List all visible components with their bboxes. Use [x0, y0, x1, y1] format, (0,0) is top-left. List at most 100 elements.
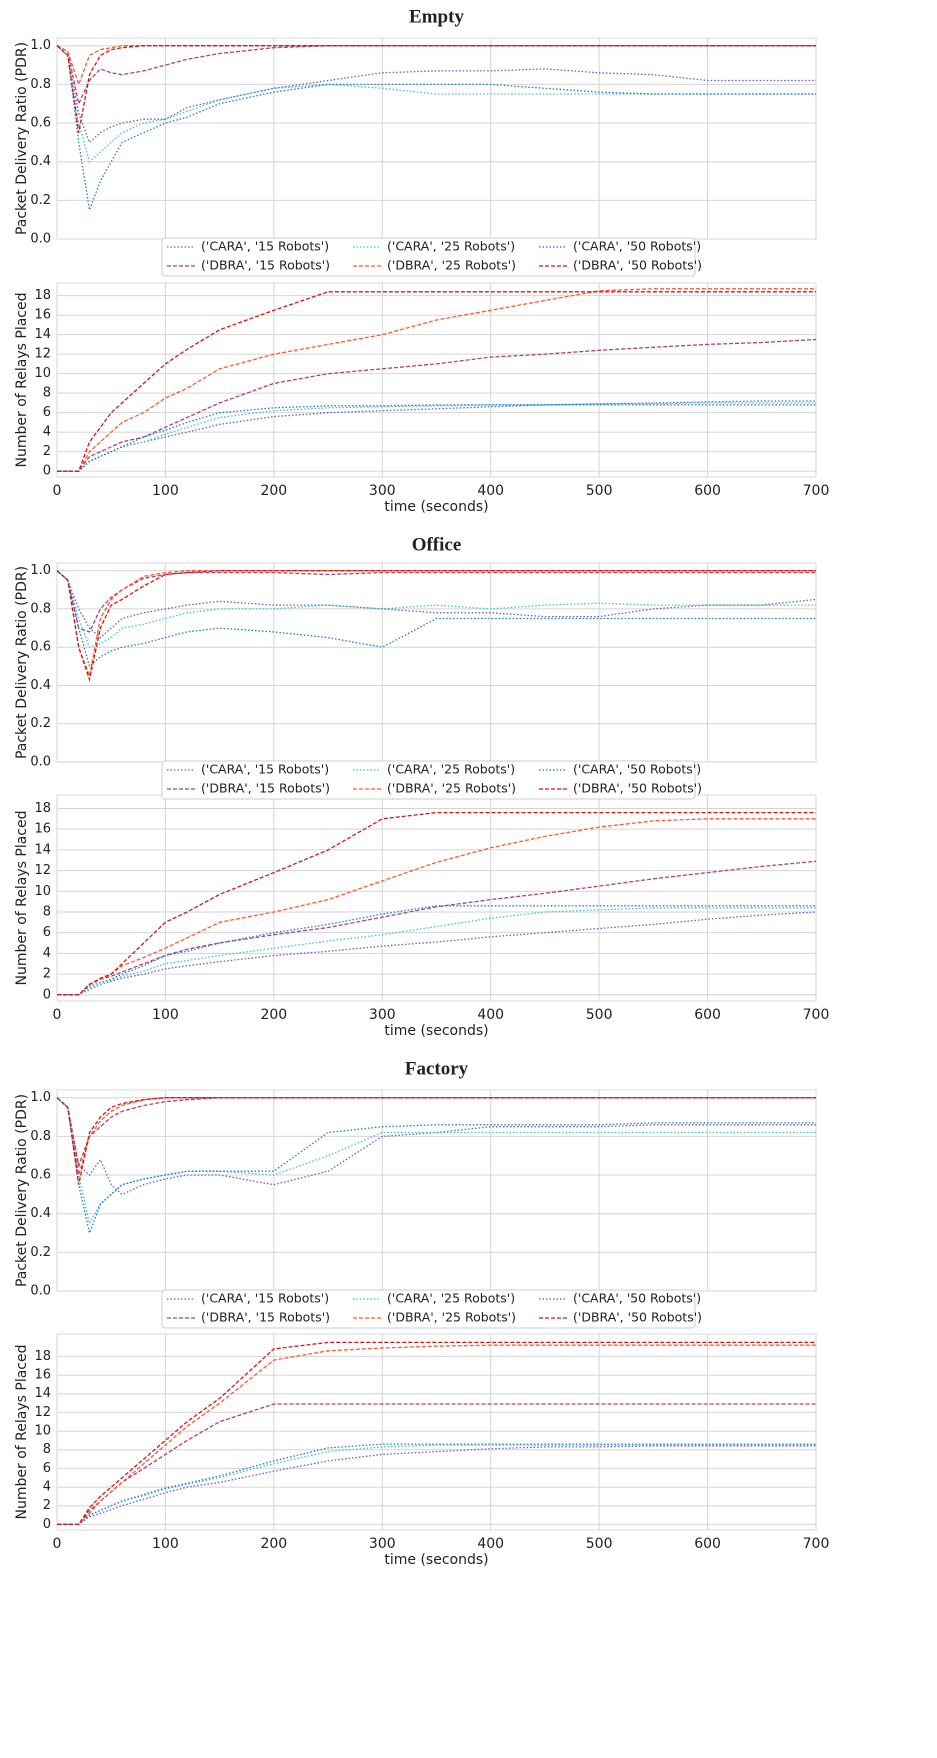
x-tick-label: 500: [586, 1007, 613, 1023]
x-axis-label: time (seconds): [384, 499, 488, 515]
y-tick-label: 0.4: [30, 1206, 51, 1221]
series-line: [56, 1097, 816, 1226]
y-tick-label: 1.0: [30, 563, 51, 578]
plot-area: [56, 794, 817, 1002]
legend-label: ('CARA', '50 Robots'): [573, 239, 701, 254]
x-tick-label: 100: [152, 1536, 179, 1552]
y-tick-label: 0.6: [30, 116, 51, 131]
legend-label: ('CARA', '50 Robots'): [573, 1291, 701, 1306]
legend-label: ('CARA', '15 Robots'): [201, 1291, 329, 1306]
y-tick-label: 0.2: [30, 716, 51, 731]
legend-label: ('DBRA', '25 Robots'): [387, 781, 516, 796]
series-line: [57, 1445, 816, 1526]
legend-label: ('CARA', '50 Robots'): [573, 762, 701, 777]
y-tick-label: 0.8: [30, 1129, 51, 1144]
x-tick-label: 100: [152, 1007, 179, 1023]
x-tick-label: 500: [586, 483, 613, 499]
series-line: [56, 45, 816, 213]
series-line: [57, 1443, 816, 1526]
y-tick-label: 8: [43, 386, 51, 401]
series-line: [56, 1097, 816, 1236]
series-line: [56, 570, 817, 639]
chart-title: Office: [412, 534, 462, 555]
x-axis-label: time (seconds): [384, 1552, 488, 1568]
x-tick-label: 600: [694, 1007, 721, 1023]
series-line: [57, 1444, 816, 1526]
legend: ('CARA', '15 Robots') ('DBRA', '15 Robots…: [161, 237, 702, 277]
series-line: [57, 1344, 816, 1526]
series-line: [56, 1097, 816, 1196]
y-tick-label: 2: [43, 444, 51, 459]
y-tick-label: 12: [34, 347, 51, 362]
x-tick-label: 500: [586, 1536, 613, 1552]
y-tick-label: 18: [34, 288, 51, 303]
x-tick-label: 0: [53, 1007, 62, 1023]
series-line: [57, 291, 816, 472]
series-line: [57, 338, 817, 472]
x-tick-label: 0: [53, 1536, 62, 1552]
series-line: [56, 45, 816, 106]
legend-label: ('DBRA', '15 Robots'): [201, 781, 330, 796]
y-tick-label: 10: [34, 884, 51, 899]
y-tick-label: 16: [34, 822, 51, 837]
series-line: [57, 1341, 816, 1526]
y-tick-label: 18: [34, 1349, 51, 1364]
x-tick-label: 700: [803, 1007, 830, 1023]
y-tick-label: 12: [34, 1405, 51, 1420]
y-tick-label: 14: [34, 842, 51, 857]
legend-label: ('DBRA', '15 Robots'): [201, 258, 330, 273]
legend-label: ('DBRA', '50 Robots'): [573, 781, 702, 796]
series-line: [56, 570, 816, 649]
series-line: [56, 45, 816, 163]
y-axis-label: Packet Delivery Ratio (PDR): [14, 42, 30, 235]
chart-title: Empty: [409, 6, 464, 27]
y-tick-label: 0.8: [30, 601, 51, 616]
y-tick-label: 0.0: [30, 232, 51, 247]
legend-box: [161, 760, 696, 800]
series-line: [56, 570, 816, 633]
y-tick-label: 0: [43, 987, 51, 1002]
plot-area: [56, 282, 817, 478]
y-tick-label: 6: [43, 1461, 51, 1476]
legend-label: ('CARA', '25 Robots'): [387, 1291, 515, 1306]
y-tick-label: 0: [43, 1517, 51, 1532]
y-tick-label: 0.2: [30, 1245, 51, 1260]
series-line: [57, 907, 816, 996]
y-axis-label: Number of Relays Placed: [14, 1345, 30, 1520]
legend-box: [161, 237, 696, 277]
series-line: [57, 1403, 816, 1526]
x-tick-label: 300: [369, 1007, 396, 1023]
series-line: [56, 1097, 816, 1185]
y-tick-label: 0.6: [30, 640, 51, 655]
y-axis-label: Number of Relays Placed: [14, 293, 30, 468]
legend-box: [161, 1289, 696, 1329]
x-tick-label: 100: [152, 483, 179, 499]
legend-label: ('DBRA', '50 Robots'): [573, 258, 702, 273]
y-tick-label: 8: [43, 904, 51, 919]
chart-title: Factory: [405, 1058, 469, 1079]
plot-area: [56, 37, 817, 240]
x-tick-label: 0: [53, 483, 62, 499]
y-tick-label: 14: [34, 327, 51, 342]
y-tick-label: 0.4: [30, 678, 51, 693]
plot-area: [56, 562, 817, 763]
legend-label: ('CARA', '15 Robots'): [201, 239, 329, 254]
y-tick-label: 6: [43, 925, 51, 940]
x-tick-label: 200: [260, 1007, 287, 1023]
legend-label: ('DBRA', '50 Robots'): [573, 1310, 702, 1325]
x-tick-label: 300: [369, 483, 396, 499]
y-tick-label: 16: [34, 308, 51, 323]
y-tick-label: 14: [34, 1386, 51, 1401]
y-tick-label: 10: [34, 1424, 51, 1439]
series-line: [57, 905, 816, 996]
x-tick-label: 600: [694, 483, 721, 499]
series-line: [56, 570, 816, 683]
legend: ('CARA', '15 Robots') ('DBRA', '15 Robots…: [161, 1289, 702, 1329]
y-tick-label: 10: [34, 366, 51, 381]
series-line: [57, 288, 816, 472]
y-tick-label: 4: [43, 1480, 51, 1495]
y-tick-label: 0: [43, 464, 51, 479]
x-tick-label: 300: [369, 1536, 396, 1552]
x-tick-label: 200: [260, 1536, 287, 1552]
